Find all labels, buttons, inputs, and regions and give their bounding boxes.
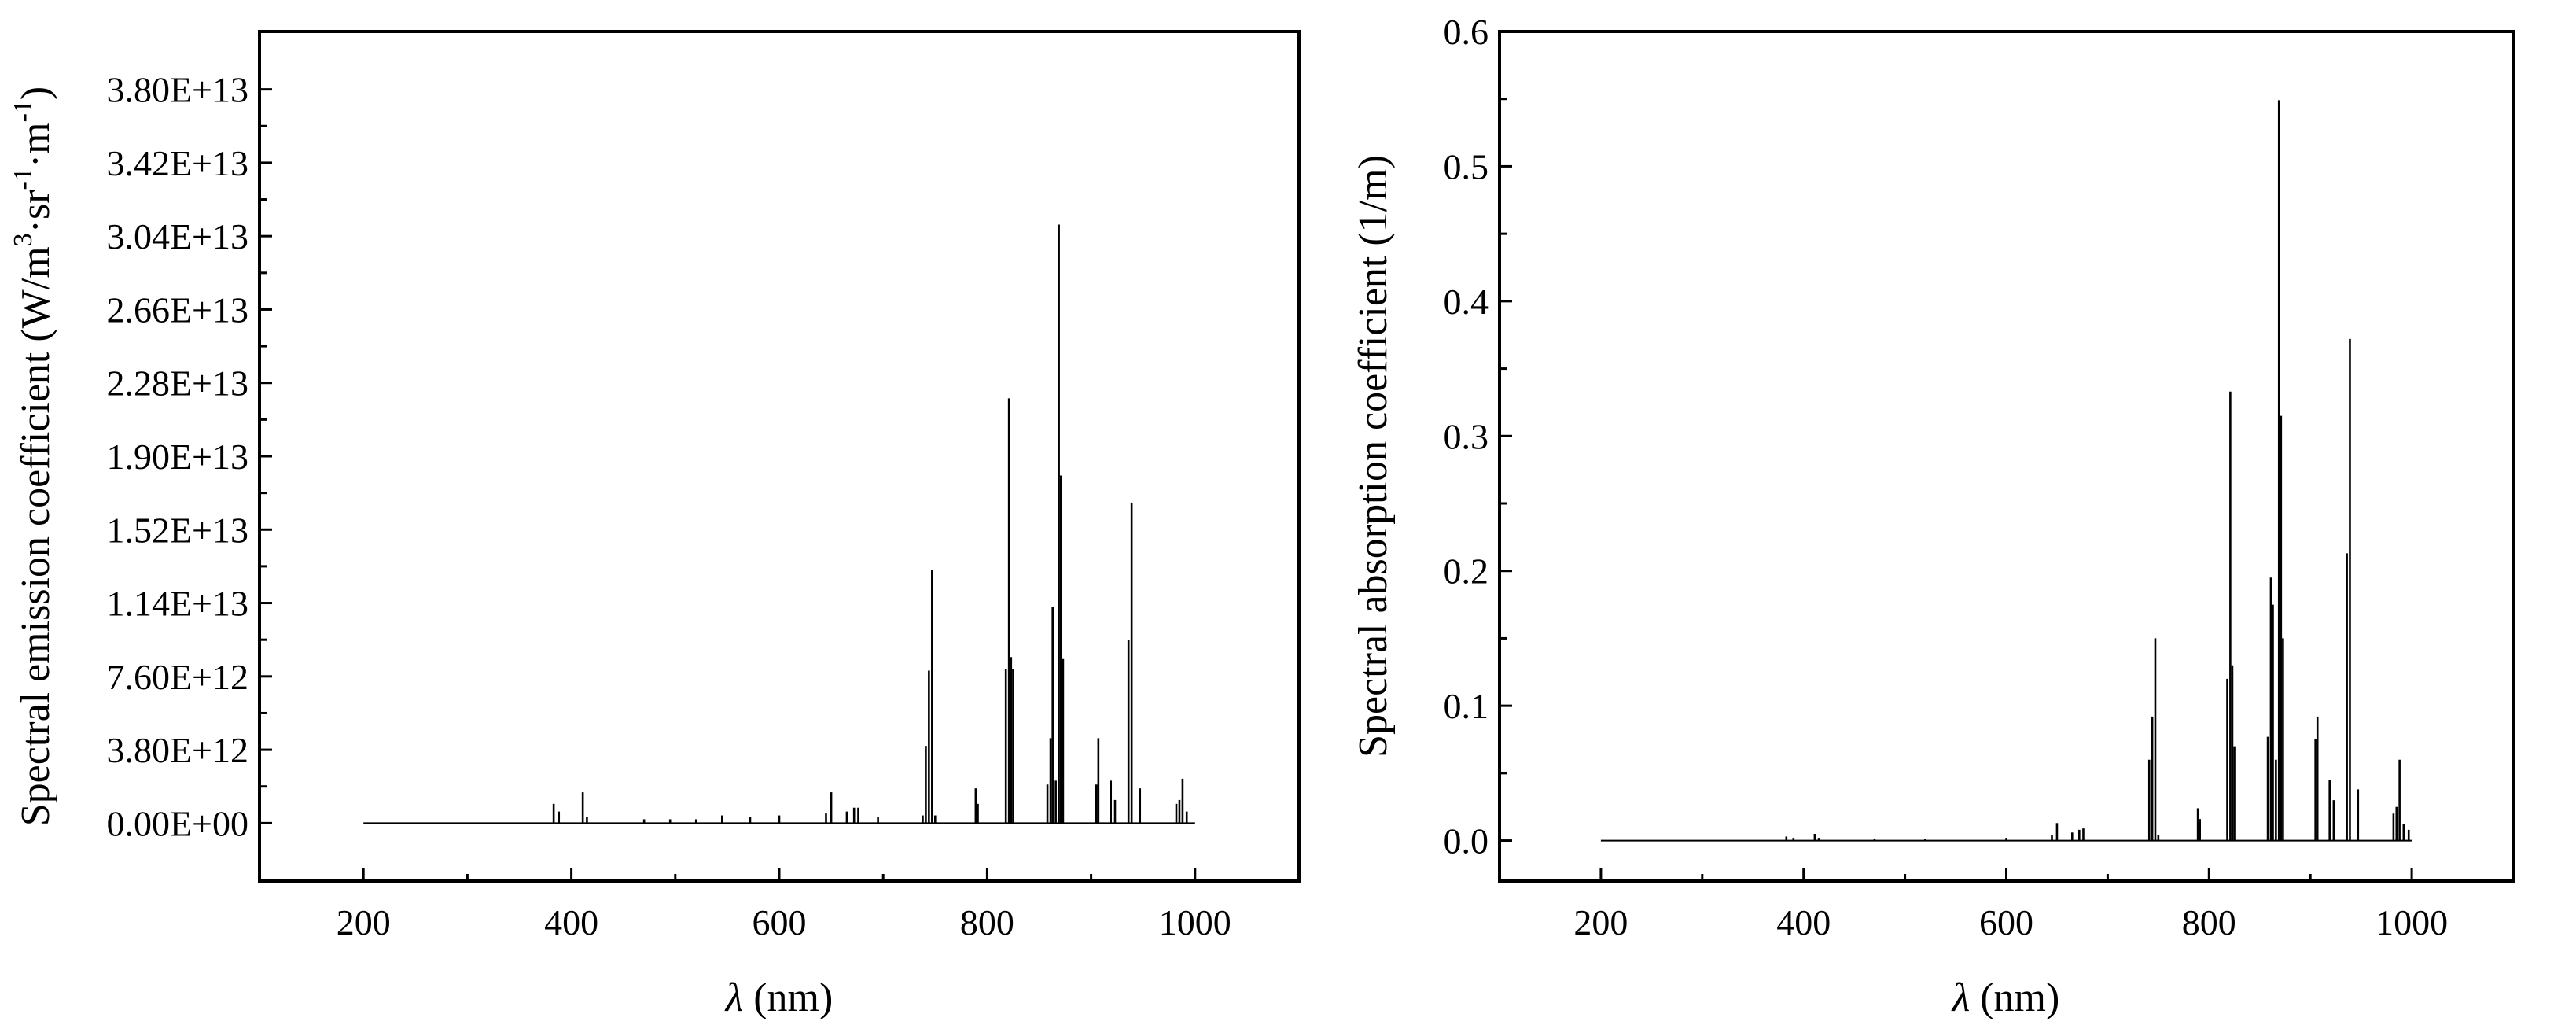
x-axis-title: λ (nm) [1951, 975, 2060, 1020]
y-axis-title-sup-1: 3 [9, 233, 38, 246]
x-tick-label: 400 [544, 902, 598, 942]
y-tick-label: 0.1 [1444, 686, 1489, 726]
y-tick-label: 2.28E+13 [106, 363, 248, 404]
x-axis-title: λ (nm) [724, 975, 834, 1020]
x-tick-label: 600 [753, 902, 807, 942]
y-tick-label: 3.80E+12 [106, 730, 248, 770]
y-axis-title-prefix: Spectral emission coefficient (W/m [13, 246, 58, 826]
y-tick-label: 0.6 [1444, 12, 1489, 52]
y-axis-title-suffix: ) [13, 87, 58, 100]
spectral-lines-group [552, 224, 1188, 824]
y-axis-title-mid-2: ·m [13, 122, 58, 168]
y-tick-label: 1.14E+13 [106, 584, 248, 624]
x-tick-label: 800 [2182, 902, 2236, 942]
x-ticks-group: 200 400 600 800 1000 [1573, 868, 2515, 942]
y-axis-title-sup-2: -1 [9, 168, 38, 190]
x-tick-label: 200 [1573, 902, 1628, 942]
y-tick-label: 0.2 [1444, 551, 1489, 592]
x-tick-label: 200 [337, 902, 391, 942]
y-axis-title: Spectral absorption coefficient (1/m) [1351, 155, 1396, 758]
x-tick-label: 800 [960, 902, 1014, 942]
emission-chart: 0.00E+00 3.80E+12 7.60E+12 1.14E+13 1.52E+13… [9, 30, 1301, 1020]
x-tick-label: 1000 [2375, 902, 2448, 942]
y-tick-label: 0.3 [1444, 416, 1489, 456]
x-tick-label: 1000 [1159, 902, 1231, 942]
y-axis-title-mid-1: ·sr [13, 190, 58, 233]
y-tick-label: 0.5 [1444, 146, 1489, 186]
absorption-chart: 0.0 0.1 0.2 0.3 0.4 0.5 0.6 200 400 600 800 1000 λ… [1351, 12, 2515, 1020]
y-tick-label: 0.4 [1444, 282, 1489, 322]
x-axis-symbol: λ [1951, 975, 1971, 1020]
y-ticks-group: 0.0 0.1 0.2 0.3 0.4 0.5 0.6 [1444, 12, 1512, 861]
y-tick-label: 2.66E+13 [106, 289, 248, 330]
y-ticks-group: 0.00E+00 3.80E+12 7.60E+12 1.14E+13 1.52E+13… [106, 70, 272, 843]
plot-frame [1498, 30, 2515, 883]
x-tick-label: 400 [1776, 902, 1831, 942]
x-tick-label: 600 [1979, 902, 2033, 942]
y-tick-label: 1.90E+13 [106, 437, 248, 477]
y-axis-title-sup-3: -1 [9, 100, 38, 122]
x-axis-unit: (nm) [1970, 975, 2059, 1020]
x-axis-unit: (nm) [743, 975, 833, 1020]
y-tick-label: 3.04E+13 [106, 216, 248, 256]
plot-frame [258, 30, 1301, 883]
y-axis-title: Spectral emission coefficient (W/m3·sr-1… [9, 87, 58, 827]
y-tick-label: 0.0 [1444, 821, 1489, 861]
y-tick-label: 0.00E+00 [106, 803, 248, 843]
x-ticks-group: 200 400 600 800 1000 [337, 868, 1301, 942]
y-tick-label: 3.80E+13 [106, 70, 248, 110]
x-axis-symbol: λ [724, 975, 744, 1020]
y-tick-label: 7.60E+12 [106, 657, 248, 697]
spectral-lines-group [1785, 100, 2410, 841]
y-tick-label: 1.52E+13 [106, 510, 248, 550]
y-tick-label: 3.42E+13 [106, 143, 248, 183]
